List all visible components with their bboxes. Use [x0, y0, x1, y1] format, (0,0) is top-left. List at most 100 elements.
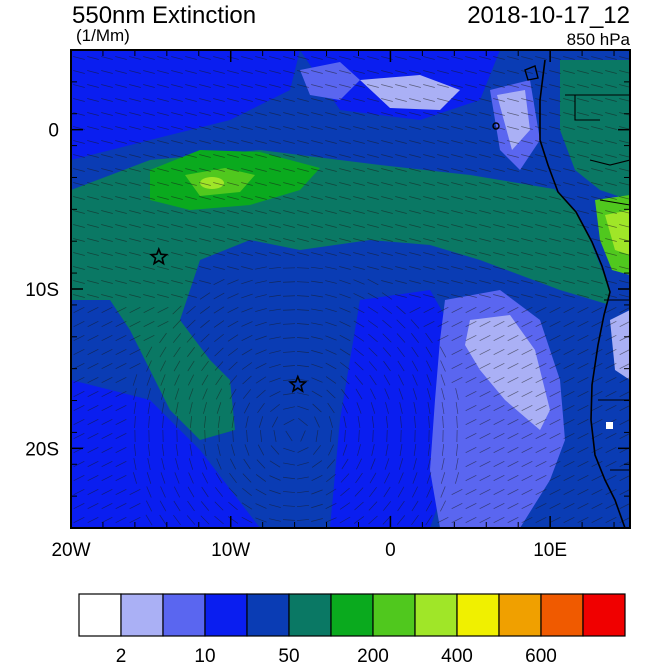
y-tick-label: 20S [25, 439, 59, 460]
wind-barb [339, 334, 351, 342]
wind-barb [255, 56, 267, 60]
wind-barb [185, 126, 197, 130]
wind-barb [339, 56, 351, 60]
wind-barb [213, 140, 225, 144]
wind-barb [521, 140, 533, 144]
wind-barb [437, 294, 449, 298]
wind-barb [115, 84, 127, 88]
wind-barb [186, 319, 196, 329]
y-tick-label: 10S [25, 280, 59, 301]
wind-barb [283, 462, 295, 466]
wind-barb [367, 292, 379, 300]
wind-barb [591, 70, 603, 74]
wind-barb [115, 56, 127, 60]
wind-barb [340, 473, 350, 483]
wind-barb [423, 266, 435, 270]
wind-barb [577, 126, 589, 130]
wind-barb [591, 210, 603, 214]
wind-barb [325, 349, 337, 355]
wind-barb [326, 473, 336, 483]
wind-barb [451, 98, 463, 102]
wind-barb [605, 210, 617, 214]
wind-barb [409, 280, 421, 284]
wind-barb [605, 362, 617, 370]
wind-barb [339, 321, 351, 327]
wind-barb [353, 279, 365, 285]
wind-barb [311, 489, 323, 495]
wind-barb [73, 56, 85, 60]
colorbar-label: 600 [525, 646, 557, 667]
wind-barb [479, 84, 491, 88]
wind-barb [535, 70, 547, 74]
wind-barb [619, 294, 630, 298]
colorbar-box [498, 593, 542, 637]
wind-barb [241, 70, 253, 74]
wind-barb [441, 388, 445, 400]
wind-barb [353, 224, 365, 228]
wind-barb [255, 154, 267, 158]
wind-barb [185, 154, 197, 158]
wind-barb [133, 402, 137, 414]
wind-barb [311, 336, 323, 340]
wind-barb [227, 70, 239, 74]
wind-barb [115, 432, 127, 440]
wind-barb [255, 503, 267, 509]
wind-barb [171, 196, 183, 200]
wind-barb [273, 430, 277, 442]
wind-barb [87, 154, 99, 158]
wind-barb [367, 140, 379, 144]
wind-barb [395, 266, 407, 270]
wind-barb [159, 332, 167, 344]
wind-barb [171, 266, 183, 270]
wind-barb [326, 389, 336, 399]
wind-barb [242, 487, 252, 497]
wind-barb [311, 322, 323, 326]
wind-barb [619, 210, 630, 214]
wind-barb [282, 505, 296, 507]
wind-barb [535, 390, 547, 398]
wind-barb [143, 224, 155, 228]
wind-barb [115, 320, 127, 328]
wind-barb [367, 320, 379, 328]
wind-barb [162, 415, 164, 429]
wind-barb [199, 84, 211, 88]
wind-barb [171, 126, 183, 130]
wind-barb [298, 417, 308, 427]
wind-barb [605, 404, 617, 412]
wind-barb [73, 348, 85, 356]
wind-barb [605, 84, 617, 88]
wind-barb [549, 432, 561, 440]
wind-barb [199, 280, 211, 284]
wind-barb [255, 112, 267, 116]
wind-barb [101, 238, 113, 242]
wind-barb [479, 348, 491, 356]
wind-barb [521, 84, 533, 88]
wind-barb [87, 280, 99, 284]
wind-barb [358, 429, 360, 443]
wind-barb [283, 98, 295, 102]
wind-barb [423, 112, 435, 116]
wind-barb [312, 403, 322, 413]
wind-barb [229, 388, 237, 400]
wind-barb [411, 500, 419, 512]
wind-barb [283, 154, 295, 158]
wind-barb [296, 504, 310, 508]
wind-barb [185, 182, 197, 186]
wind-barb [213, 70, 225, 74]
wind-barb [591, 516, 603, 524]
wind-barb [437, 154, 449, 158]
wind-barb [493, 182, 505, 186]
wind-barb [507, 126, 519, 130]
wind-barb [101, 306, 113, 314]
wind-barb [398, 472, 404, 484]
wind-barb [242, 389, 252, 399]
x-axis: 20W 10W 0 10E [51, 50, 615, 561]
wind-barb [412, 374, 418, 386]
wind-barb [185, 196, 197, 200]
wind-barb [437, 98, 449, 102]
wind-barb [213, 154, 225, 158]
wind-barb [395, 126, 407, 130]
wind-barb [115, 362, 127, 370]
wind-barb [101, 210, 113, 214]
wind-barb [409, 126, 421, 130]
